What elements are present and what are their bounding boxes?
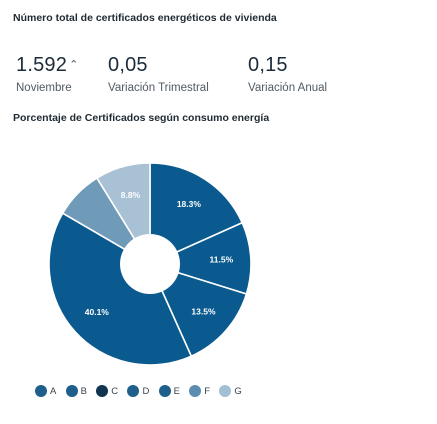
legend-label: D (142, 385, 150, 397)
trend-up-icon: ⌃ (69, 59, 79, 71)
legend-item-a[interactable]: A (35, 385, 57, 397)
legend-label: A (50, 385, 57, 397)
kpi-total: 1.592 ⌃ Noviembre (16, 54, 78, 94)
legend-dot-icon (219, 385, 232, 397)
legend-item-f[interactable]: F (189, 385, 210, 397)
slice-label-a: 18.3% (177, 199, 202, 209)
kpi-annual: 0,15 Variación Anual (248, 54, 327, 94)
donut-hole (120, 234, 180, 294)
legend-item-e[interactable]: E (158, 385, 181, 397)
kpi-annual-label: Variación Anual (248, 82, 328, 94)
legend-label: E (173, 385, 181, 397)
kpi-total-value: 1.592 ⌃ (16, 54, 78, 76)
kpi-total-number: 1.592 (16, 54, 68, 76)
legend-dot-icon (65, 385, 78, 397)
section-title: Porcentaje de Certificados según consumo… (13, 112, 270, 124)
legend-item-d[interactable]: D (127, 385, 149, 397)
kpi-quarterly-label: Variación Trimestral (108, 82, 209, 94)
kpi-total-label: Noviembre (16, 82, 72, 94)
legend-item-g[interactable]: G (219, 385, 242, 397)
legend-dot-icon (158, 385, 171, 397)
pie-slice-b[interactable] (149, 221, 252, 295)
legend-label: F (204, 385, 211, 397)
pie-slice-c[interactable] (149, 263, 248, 357)
pie-slice-a[interactable] (149, 162, 243, 265)
slice-label-b: 11.5% (210, 255, 234, 265)
legend-item-c[interactable]: C (96, 385, 118, 397)
chart-legend: A B C D E F G (35, 385, 251, 397)
kpi-quarterly-value: 0,05 (108, 54, 148, 76)
legend-item-b[interactable]: B (65, 385, 88, 397)
legend-label: B (80, 385, 88, 397)
kpi-annual-value: 0,15 (248, 54, 288, 76)
chart-title: Número total de certificados energéticos… (13, 12, 277, 24)
legend-dot-icon (127, 385, 140, 397)
pie-slice-d[interactable] (48, 212, 193, 366)
legend-dot-icon (189, 385, 202, 397)
legend-dot-icon (35, 385, 47, 397)
slice-label-d: 40.1% (85, 307, 110, 317)
legend-label: G (234, 385, 243, 397)
slice-label-c: 13.5% (191, 306, 216, 316)
legend-label: C (111, 385, 119, 397)
legend-dot-icon (96, 385, 109, 397)
slice-label-f: 8.8% (121, 190, 141, 200)
kpi-quarterly: 0,05 Variación Trimestral (108, 54, 209, 94)
